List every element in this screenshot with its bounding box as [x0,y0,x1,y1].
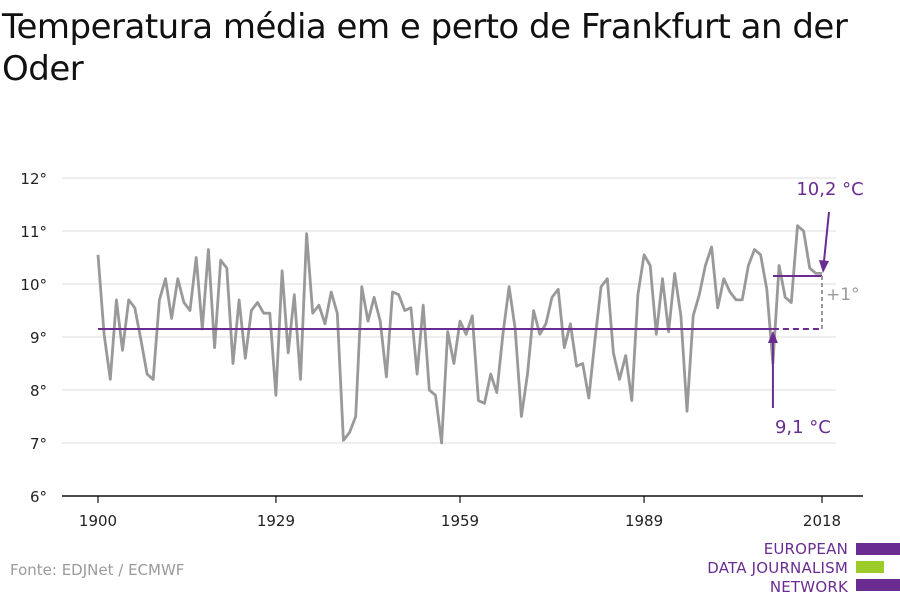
logo-bar-middle [856,561,884,573]
y-tick-label: 9° [30,329,47,347]
x-tick-label: 1989 [625,512,663,530]
baseline-arrow-head [767,331,778,344]
y-tick-label: 11° [20,223,47,241]
recent-arrow-head [819,260,829,274]
x-axis: 1900 1929 1959 1989 2018 [62,495,863,530]
y-axis-ticks: 6° 7° 8° 9° 10° 11° 12° [20,170,47,506]
temperature-series-line [96,224,822,445]
logo-bar-bottom [856,579,900,591]
y-tick-label: 8° [30,382,47,400]
logo-text-data-journalism: DATA JOURNALISM [707,559,848,577]
baseline-mean-label: 9,1 °C [775,417,831,438]
y-tick-label: 7° [30,435,47,453]
y-tick-label: 6° [30,488,47,506]
logo-bar-top [856,543,900,555]
x-tick-label: 1929 [257,512,295,530]
difference-label: +1° [826,285,860,305]
y-tick-label: 10° [20,276,47,294]
recent-arrow-shaft [823,211,830,262]
x-tick-label: 1959 [441,512,479,530]
x-tick-label: 1900 [79,512,117,530]
series-layer [96,224,822,445]
y-tick-label: 12° [20,170,47,188]
chart-title: Temperatura média em e perto de Frankfur… [2,7,848,89]
logo-text-european: EUROPEAN [763,540,848,558]
annotations-layer: +1° 9,1 °C 10,2 °C [98,179,864,438]
gridlines [62,177,836,444]
x-tick-label: 2018 [803,512,841,530]
source-note: Fonte: EDJNet / ECMWF [10,561,185,579]
logo-text-network: NETWORK [769,578,848,596]
recent-mean-label: 10,2 °C [796,179,863,200]
